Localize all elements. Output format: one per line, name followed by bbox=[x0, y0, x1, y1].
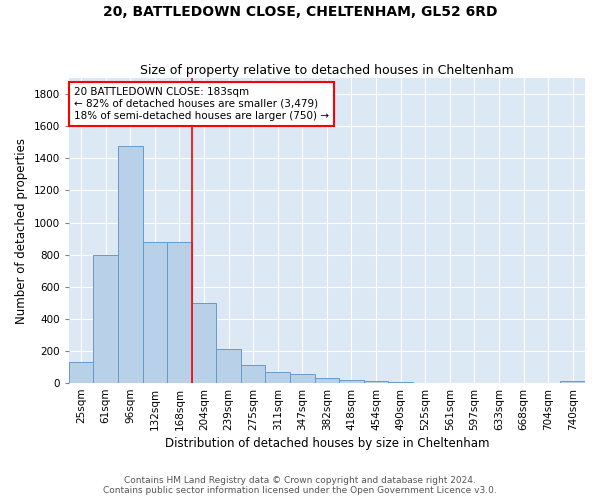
Bar bbox=[241, 366, 265, 383]
Bar bbox=[388, 382, 413, 383]
Text: 20 BATTLEDOWN CLOSE: 183sqm
← 82% of detached houses are smaller (3,479)
18% of : 20 BATTLEDOWN CLOSE: 183sqm ← 82% of det… bbox=[74, 88, 329, 120]
Bar bbox=[217, 350, 241, 383]
Bar bbox=[143, 242, 167, 383]
Bar bbox=[290, 374, 314, 383]
Bar bbox=[314, 378, 339, 383]
Text: 20, BATTLEDOWN CLOSE, CHELTENHAM, GL52 6RD: 20, BATTLEDOWN CLOSE, CHELTENHAM, GL52 6… bbox=[103, 5, 497, 19]
Bar bbox=[192, 303, 217, 383]
X-axis label: Distribution of detached houses by size in Cheltenham: Distribution of detached houses by size … bbox=[164, 437, 489, 450]
Bar bbox=[69, 362, 94, 383]
Bar bbox=[560, 380, 585, 383]
Bar bbox=[118, 146, 143, 383]
Bar bbox=[339, 380, 364, 383]
Y-axis label: Number of detached properties: Number of detached properties bbox=[15, 138, 28, 324]
Bar bbox=[364, 382, 388, 383]
Bar bbox=[167, 242, 192, 383]
Bar bbox=[265, 372, 290, 383]
Title: Size of property relative to detached houses in Cheltenham: Size of property relative to detached ho… bbox=[140, 64, 514, 77]
Bar bbox=[94, 254, 118, 383]
Text: Contains HM Land Registry data © Crown copyright and database right 2024.
Contai: Contains HM Land Registry data © Crown c… bbox=[103, 476, 497, 495]
